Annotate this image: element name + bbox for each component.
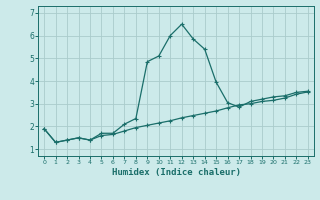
X-axis label: Humidex (Indice chaleur): Humidex (Indice chaleur) <box>111 168 241 177</box>
